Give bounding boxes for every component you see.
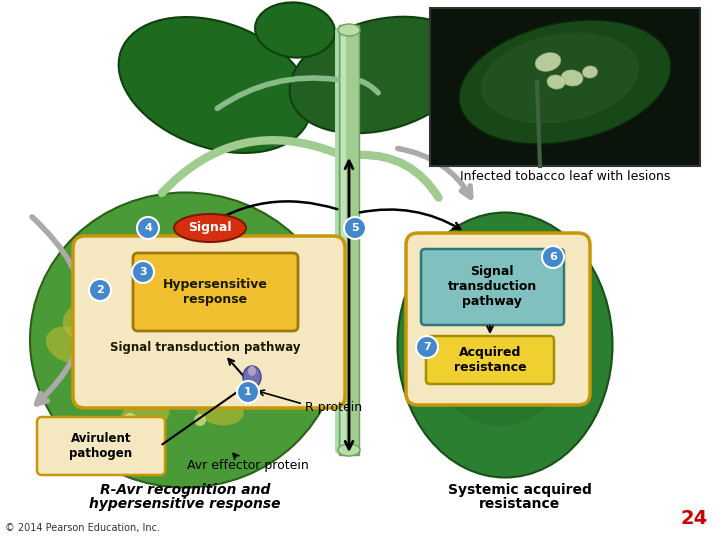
Ellipse shape [547, 75, 565, 89]
Circle shape [137, 217, 159, 239]
Ellipse shape [535, 53, 561, 71]
Text: Hypersensitive
response: Hypersensitive response [163, 278, 267, 306]
Circle shape [542, 246, 564, 268]
Circle shape [132, 261, 154, 283]
FancyBboxPatch shape [406, 233, 590, 405]
Text: Systemic acquired: Systemic acquired [448, 483, 592, 497]
Text: Avr effector protein: Avr effector protein [187, 458, 309, 471]
Ellipse shape [397, 213, 613, 477]
Ellipse shape [582, 66, 598, 78]
Ellipse shape [561, 70, 583, 86]
Ellipse shape [289, 17, 470, 133]
Text: 24: 24 [680, 509, 708, 528]
Text: 3: 3 [139, 267, 147, 277]
Ellipse shape [217, 285, 263, 315]
Ellipse shape [248, 366, 256, 376]
Text: resistance: resistance [480, 497, 561, 511]
Ellipse shape [174, 214, 246, 242]
FancyBboxPatch shape [73, 236, 345, 408]
Ellipse shape [119, 17, 311, 153]
Ellipse shape [130, 273, 180, 307]
Text: 2: 2 [96, 285, 104, 295]
Circle shape [416, 336, 438, 358]
Circle shape [153, 288, 167, 302]
Circle shape [97, 287, 113, 303]
Text: R protein: R protein [305, 401, 362, 414]
Circle shape [123, 413, 137, 427]
Ellipse shape [338, 24, 360, 36]
Ellipse shape [243, 366, 261, 388]
Text: © 2014 Pearson Education, Inc.: © 2014 Pearson Education, Inc. [5, 523, 160, 533]
Bar [341, 25, 346, 455]
Text: Signal
transduction
pathway: Signal transduction pathway [447, 266, 536, 308]
Ellipse shape [30, 192, 340, 488]
FancyBboxPatch shape [133, 253, 298, 331]
Circle shape [194, 414, 206, 426]
Ellipse shape [153, 331, 207, 369]
Text: 6: 6 [549, 252, 557, 262]
Circle shape [84, 364, 96, 376]
Ellipse shape [120, 398, 169, 432]
Text: 1: 1 [244, 387, 252, 397]
Circle shape [344, 217, 366, 239]
Circle shape [89, 279, 111, 301]
FancyBboxPatch shape [421, 249, 564, 325]
Text: Infected tobacco leaf with lesions: Infected tobacco leaf with lesions [460, 170, 670, 183]
Ellipse shape [88, 244, 153, 296]
Text: Acquired
resistance: Acquired resistance [454, 346, 526, 374]
Text: 4: 4 [144, 223, 152, 233]
Ellipse shape [425, 254, 575, 426]
Ellipse shape [46, 327, 94, 363]
Text: hypersensitive response: hypersensitive response [89, 497, 281, 511]
Ellipse shape [255, 2, 335, 58]
Text: Avirulent
pathogen: Avirulent pathogen [69, 432, 132, 460]
Ellipse shape [338, 444, 360, 456]
Text: 5: 5 [351, 223, 359, 233]
Ellipse shape [459, 20, 671, 144]
Text: Signal: Signal [188, 221, 232, 234]
Ellipse shape [481, 32, 639, 124]
Bar [339, 25, 359, 455]
Text: 7: 7 [423, 342, 431, 352]
Ellipse shape [63, 300, 117, 340]
Text: Signal transduction pathway: Signal transduction pathway [109, 341, 300, 354]
FancyBboxPatch shape [430, 8, 700, 166]
Ellipse shape [78, 348, 142, 392]
FancyBboxPatch shape [37, 417, 165, 475]
Text: R-Avr recognition and: R-Avr recognition and [100, 483, 270, 497]
Circle shape [237, 381, 259, 403]
Circle shape [71, 328, 85, 342]
Ellipse shape [197, 395, 244, 426]
FancyBboxPatch shape [426, 336, 554, 384]
